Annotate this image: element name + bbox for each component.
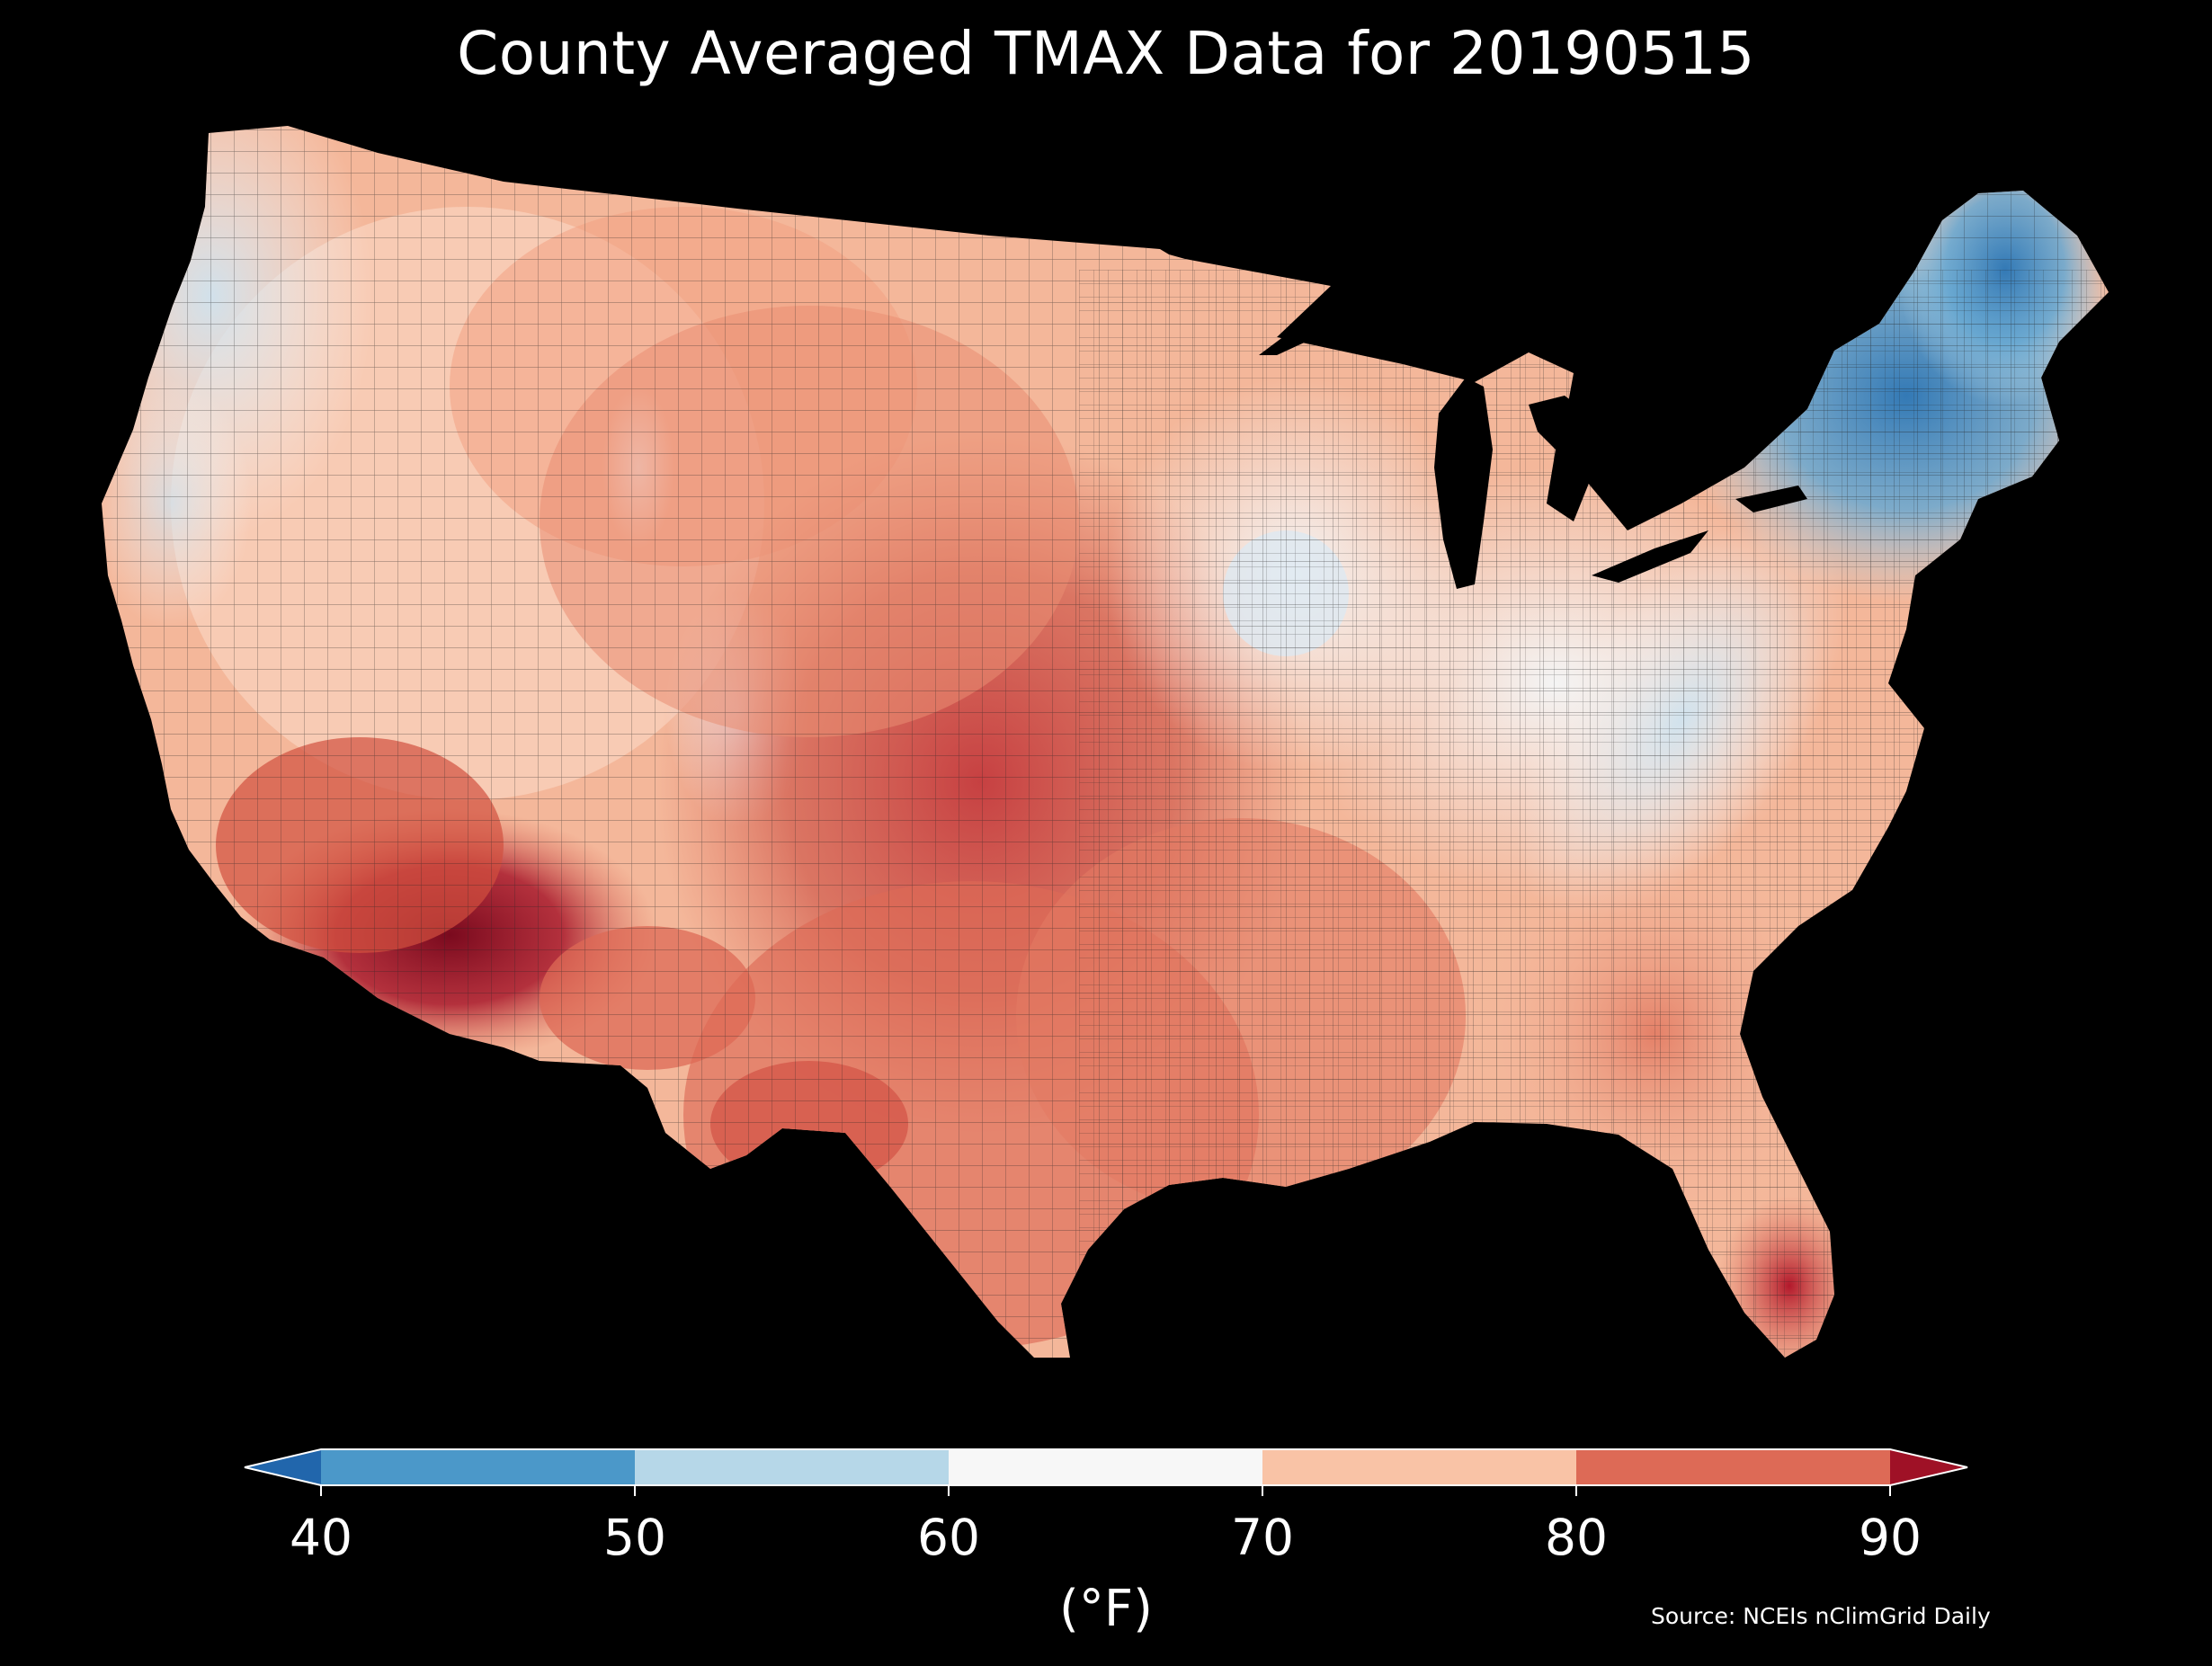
source-credit: Source: NCEIs nClimGrid Daily [1651, 1603, 1991, 1629]
colorbar-tick-label-2: 60 [917, 1509, 980, 1566]
colorbar-under-arrow [245, 1449, 321, 1485]
colorbar-tick-label-0: 40 [290, 1509, 352, 1566]
colorbar-tick-label-1: 50 [603, 1509, 666, 1566]
colorbar-bin-0 [321, 1449, 635, 1485]
colorbar [244, 1448, 1968, 1496]
lake-ontario [1735, 486, 1807, 512]
colorbar-tick-label-3: 70 [1231, 1509, 1294, 1566]
lake-huron [1529, 396, 1601, 521]
colorbar-tick-label-5: 90 [1859, 1509, 1922, 1566]
colorbar-bin-3 [1262, 1449, 1576, 1485]
colorbar-unit-label: (°F) [1059, 1580, 1153, 1638]
colorbar-bin-1 [635, 1449, 949, 1485]
county-borders-east [1079, 270, 2109, 1358]
lake-michigan [1434, 378, 1493, 589]
lake-erie [1592, 530, 1708, 583]
colorbar-bin-4 [1576, 1449, 1890, 1485]
map-title: County Averaged TMAX Data for 20190515 [457, 19, 1755, 88]
great-lakes [1259, 288, 1807, 589]
lake-superior [1259, 288, 1385, 355]
us-landmass [102, 126, 2109, 1358]
colorbar-over-arrow [1890, 1449, 1967, 1485]
colorbar-tick-label-4: 80 [1545, 1509, 1608, 1566]
colorbar-bin-2 [949, 1449, 1262, 1485]
